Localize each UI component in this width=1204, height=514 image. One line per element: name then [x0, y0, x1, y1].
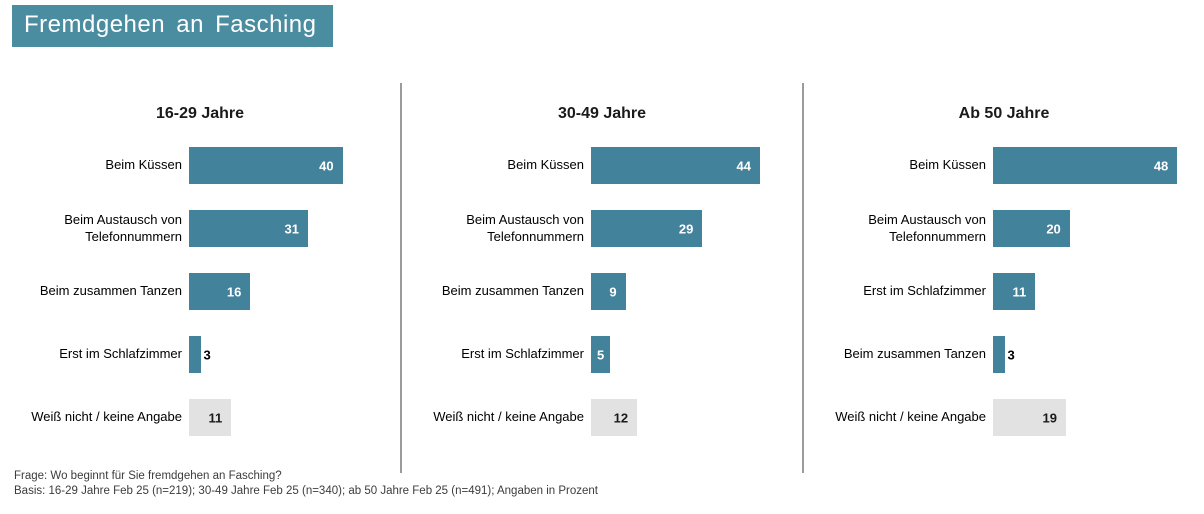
bar: 11: [993, 273, 1036, 310]
bar-value-label: 31: [284, 221, 299, 236]
bar-label: Beim zusammen Tanzen: [39, 283, 182, 299]
bar: 44: [591, 147, 760, 184]
bar-value-label: 40: [319, 158, 334, 173]
bar-track: 16: [189, 273, 400, 310]
bar-value-label: 19: [1042, 410, 1057, 425]
bar: 48: [993, 147, 1178, 184]
bar-value-label: 9: [609, 284, 617, 299]
panel-title: 16-29 Jahre: [155, 105, 245, 122]
bar: 5: [591, 336, 611, 373]
bar-track: 11: [993, 273, 1204, 310]
bar-label: Beim Austausch von Telefonnummern: [868, 212, 986, 244]
bar-label: Beim zusammen Tanzen: [441, 283, 584, 299]
bar-label: Beim Austausch von Telefonnummern: [64, 212, 182, 244]
bar-track: 9: [591, 273, 802, 310]
bar: 16: [189, 273, 251, 310]
bar-row: Erst im Schlafzimmer 11: [804, 273, 1204, 310]
bar-label: Beim Austausch von Telefonnummern: [466, 212, 584, 244]
bar: 40: [189, 147, 343, 184]
bar: 12: [591, 399, 638, 436]
bar-row: Weiß nicht / keine Angabe 12: [402, 399, 802, 436]
bar-row: Beim Austausch von Telefonnummern 31: [0, 210, 400, 247]
bar: 29: [591, 210, 703, 247]
bar-row: Beim Küssen 48: [804, 147, 1204, 184]
bar: 19: [993, 399, 1066, 436]
bar: 3: [993, 336, 1015, 373]
panel-rows: Beim Küssen 48 Beim Austausch von Telefo…: [804, 147, 1204, 436]
bar-label: Erst im Schlafzimmer: [461, 346, 584, 362]
footnote-question: Frage: Wo beginnt für Sie fremdgehen an …: [14, 470, 282, 482]
age-group-panel-0: 16-29 Jahre Beim Küssen 40 Beim Austausc…: [0, 83, 400, 473]
bar-row: Beim zusammen Tanzen 9: [402, 273, 802, 310]
bar-track: 3: [993, 336, 1204, 373]
bar-label: Weiß nicht / keine Angabe: [835, 409, 986, 425]
bar-track: 19: [993, 399, 1204, 436]
footnote-basis: Basis: 16-29 Jahre Feb 25 (n=219); 30-49…: [14, 485, 599, 497]
panel-rows: Beim Küssen 40 Beim Austausch von Telefo…: [0, 147, 400, 436]
bar-track: 44: [591, 147, 802, 184]
bar-value-label: 3: [203, 347, 211, 362]
bar-label: Erst im Schlafzimmer: [863, 283, 986, 299]
bar-row: Weiß nicht / keine Angabe 19: [804, 399, 1204, 436]
bar-row: Beim Küssen 40: [0, 147, 400, 184]
bar-label: Beim zusammen Tanzen: [843, 346, 986, 362]
bar-row: Beim zusammen Tanzen 3: [804, 336, 1204, 373]
bar-row: Erst im Schlafzimmer 3: [0, 336, 400, 373]
bar-label: Beim Küssen: [909, 157, 986, 173]
bar-label: Weiß nicht / keine Angabe: [433, 409, 584, 425]
bar: 11: [189, 399, 232, 436]
bar-track: 40: [189, 147, 400, 184]
bar-label: Beim Küssen: [105, 157, 182, 173]
bar-row: Beim Küssen 44: [402, 147, 802, 184]
bar-row: Beim Austausch von Telefonnummern 20: [804, 210, 1204, 247]
bar-value-label: 11: [208, 410, 223, 425]
bar-track: 20: [993, 210, 1204, 247]
bar-value-label: 3: [1007, 347, 1015, 362]
bar-track: 3: [189, 336, 400, 373]
bar-value-label: 11: [1012, 284, 1027, 299]
bar: 3: [189, 336, 211, 373]
bar-track: 12: [591, 399, 802, 436]
bar-row: Weiß nicht / keine Angabe 11: [0, 399, 400, 436]
panel-title: Ab 50 Jahre: [958, 105, 1050, 122]
bar-value-label: 5: [596, 347, 605, 362]
bar-value-label: 20: [1046, 221, 1061, 236]
bar-track: 31: [189, 210, 400, 247]
bar: 9: [591, 273, 626, 310]
bar-label: Weiß nicht / keine Angabe: [31, 409, 182, 425]
bar-value-label: 29: [678, 221, 694, 236]
age-group-panel-1: 30-49 Jahre Beim Küssen 44 Beim Austausc…: [400, 83, 802, 473]
panel-title: 30-49 Jahre: [557, 105, 647, 122]
panel-rows: Beim Küssen 44 Beim Austausch von Telefo…: [402, 147, 802, 436]
chart-panels: 16-29 Jahre Beim Küssen 40 Beim Austausc…: [0, 83, 1204, 473]
bar-value-label: 16: [226, 284, 242, 299]
bar-row: Erst im Schlafzimmer 5: [402, 336, 802, 373]
bar-value-label: 48: [1153, 158, 1169, 173]
bar: 31: [189, 210, 308, 247]
bar-track: 11: [189, 399, 400, 436]
page-title: Fremdgehen an Fasching: [12, 5, 333, 47]
bar-row: Beim zusammen Tanzen 16: [0, 273, 400, 310]
bar: 20: [993, 210, 1070, 247]
age-group-panel-2: Ab 50 Jahre Beim Küssen 48 Beim Austausc…: [802, 83, 1204, 473]
bar-track: 29: [591, 210, 802, 247]
bar-label: Beim Küssen: [507, 157, 584, 173]
footnote: Frage: Wo beginnt für Sie fremdgehen an …: [14, 469, 598, 499]
bar-track: 48: [993, 147, 1204, 184]
bar-value-label: 12: [613, 410, 629, 425]
bar-value-label: 44: [736, 158, 751, 173]
bar-label: Erst im Schlafzimmer: [59, 346, 182, 362]
bar-row: Beim Austausch von Telefonnummern 29: [402, 210, 802, 247]
bar-track: 5: [591, 336, 802, 373]
